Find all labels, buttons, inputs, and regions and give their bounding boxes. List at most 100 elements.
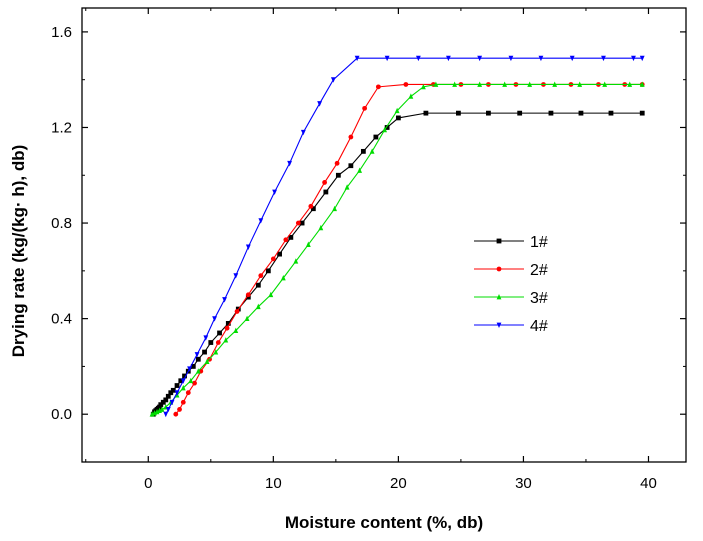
series-layer [149, 55, 645, 418]
data-point [190, 364, 196, 369]
data-point [272, 189, 277, 195]
data-point [384, 55, 390, 62]
data-point [277, 251, 282, 257]
data-point [208, 340, 214, 345]
data-point [310, 206, 316, 212]
data-point [204, 358, 210, 365]
data-point [287, 160, 292, 167]
data-point [408, 93, 414, 99]
data-point [415, 55, 421, 62]
legend-label: 4# [530, 318, 548, 335]
data-point [217, 330, 222, 336]
legend-label: 1# [530, 234, 548, 251]
plot-frame [81, 7, 687, 463]
data-point [255, 303, 261, 310]
data-point [270, 256, 276, 262]
data-point [173, 411, 179, 417]
legend-label: 2# [530, 262, 548, 279]
x-axis-title: Moisture content (%, db) [285, 513, 483, 532]
data-point [222, 297, 227, 303]
data-point [373, 134, 379, 140]
data-point [508, 55, 514, 62]
x-tick-label: 0 [144, 475, 152, 492]
data-point [577, 81, 583, 87]
data-point [527, 81, 533, 87]
legend-marker [496, 322, 502, 328]
data-point [195, 356, 201, 362]
series-line [165, 57, 643, 415]
legend-marker [496, 238, 502, 244]
data-point [268, 291, 274, 298]
data-point [318, 224, 324, 231]
data-point [446, 55, 451, 62]
data-point [185, 390, 191, 396]
data-point [344, 184, 350, 190]
x-tick-label: 20 [390, 475, 407, 492]
data-point [517, 110, 523, 116]
data-point [178, 378, 184, 384]
data-point [245, 292, 251, 298]
data-point [348, 134, 354, 140]
data-point [174, 383, 180, 388]
data-point [631, 55, 636, 62]
data-point [182, 373, 187, 379]
data-point [159, 406, 165, 412]
data-point [552, 81, 558, 87]
data-point [308, 203, 314, 209]
data-point [295, 220, 301, 226]
data-point [477, 81, 483, 87]
data-point [357, 167, 363, 173]
data-point [639, 55, 645, 62]
series-line [175, 83, 643, 415]
series-3 [149, 81, 645, 417]
data-point [258, 218, 264, 224]
data-point [362, 105, 368, 111]
y-tick-label: 0.8 [51, 215, 72, 232]
data-point [168, 390, 174, 396]
data-point [305, 241, 311, 247]
data-point [165, 407, 171, 413]
data-point [375, 84, 381, 90]
data-point [332, 205, 338, 212]
data-point [165, 393, 171, 399]
data-point [639, 81, 645, 87]
data-point [335, 172, 341, 178]
legend-marker [496, 294, 502, 300]
data-point [300, 129, 306, 136]
data-point [223, 337, 229, 343]
data-point [212, 316, 217, 322]
data-point [423, 110, 429, 116]
data-point [334, 160, 340, 166]
data-point [163, 397, 169, 403]
data-point [360, 148, 366, 154]
data-point [195, 368, 201, 374]
data-point [180, 399, 186, 405]
data-point [348, 163, 354, 169]
data-point [233, 327, 239, 333]
data-point [293, 258, 299, 264]
data-point [548, 110, 554, 116]
data-point [265, 268, 271, 274]
data-point [382, 126, 388, 133]
data-point [224, 325, 230, 331]
data-point [187, 366, 192, 372]
data-point [452, 81, 458, 87]
data-point [322, 180, 328, 185]
x-tick-label: 30 [515, 475, 532, 492]
data-point [395, 115, 401, 121]
series-1 [150, 110, 645, 417]
data-point [456, 110, 461, 116]
data-point [245, 244, 251, 250]
legend-item: 3# [474, 290, 548, 307]
data-point [233, 273, 239, 279]
data-point [194, 352, 200, 358]
data-point [158, 402, 164, 408]
data-point [180, 378, 186, 384]
data-point [354, 55, 360, 62]
y-tick-label: 0.4 [51, 311, 72, 328]
legend-item: 1# [474, 234, 548, 251]
data-point [215, 340, 221, 345]
legend-item: 4# [474, 318, 548, 335]
legend-item: 2# [474, 262, 548, 279]
